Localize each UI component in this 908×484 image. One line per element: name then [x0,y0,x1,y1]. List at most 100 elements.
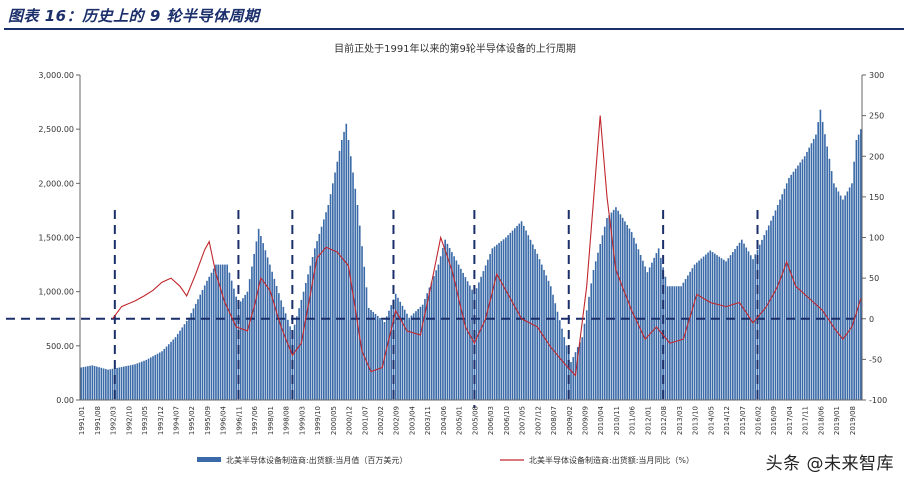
bar [511,230,514,400]
bar [484,265,487,400]
x-tick-label: 2016/02 [755,406,763,435]
bar [399,301,402,400]
bar [152,356,154,400]
bar [118,367,121,400]
bar [323,219,325,400]
bar [325,212,327,400]
bar [345,123,348,400]
bar [844,195,846,400]
bar [657,248,660,400]
bar [731,252,734,400]
bar [545,275,548,400]
bar [197,299,199,400]
bar [520,221,523,400]
bar [516,225,518,400]
legend-bar-label: 北美半导体设备制造商:出货额:当月值（百万美元） [226,455,407,465]
bar [331,183,334,400]
x-tick-label: 2019/01 [833,406,841,435]
bar [682,282,685,400]
bar [264,250,267,400]
bar [588,296,590,400]
x-tick-label: 1996/04 [220,405,228,435]
bar [421,304,424,400]
x-tick-label: 1992/03 [110,406,118,435]
bar [767,225,770,400]
bar [493,246,496,400]
bar [471,289,473,400]
bar [644,266,646,400]
watermark: 头条 @未来智库 [765,454,894,474]
x-tick-label: 1998/08 [283,406,291,435]
bar [172,339,175,400]
bar [192,308,195,400]
bar [201,290,204,400]
bar [435,270,437,400]
bar [835,187,837,400]
bar [763,235,766,400]
bar [84,366,87,400]
bar [729,255,732,400]
bar [808,147,810,400]
bar [212,268,215,400]
x-tick-label: 2007/12 [534,406,542,435]
bar [525,230,527,400]
x-tick-label: 2002/09 [393,406,401,435]
bar [788,177,790,400]
x-tick-label: 2000/05 [330,406,338,435]
bar [235,296,237,400]
bar [233,288,235,400]
bar [558,320,561,400]
bar [824,134,826,400]
bar [518,223,521,400]
bar [639,254,642,400]
bar [120,367,123,400]
bar [453,256,455,400]
bar [143,360,145,400]
bar [158,352,161,400]
bar [376,315,379,400]
bar [437,264,440,400]
bar [181,327,184,400]
bar [176,333,179,400]
x-tick-label: 1993/12 [157,406,165,435]
bar [127,365,130,400]
bar [693,264,696,400]
bar [448,247,451,400]
bar [183,324,186,400]
bar [498,242,500,400]
x-tick-label: 2008/07 [550,406,558,435]
bar [754,254,757,400]
bar [487,259,489,400]
bar [529,239,532,400]
bar [203,285,206,400]
bar [801,159,804,400]
bar [783,188,786,400]
bar [711,252,714,400]
bar [109,369,112,400]
bar [684,279,687,400]
bar [215,264,217,400]
bar [855,140,858,400]
bar [846,191,849,400]
semiconductor-cycle-chart: 目前正处于1991年以来的第9轮半导体设备的上行周期 0.00 500.00 1,0… [6,42,887,465]
x-tick-label: 2003/04 [408,405,416,435]
bar [720,258,723,400]
bar [287,319,289,400]
bar [734,248,736,400]
bar [82,367,85,400]
x-tick-label: 1999/03 [298,406,306,435]
bar [826,146,828,400]
bar [89,365,91,400]
bar [140,361,143,400]
bar [606,218,608,400]
x-tick-label: 2013/10 [692,406,700,435]
bar [442,247,444,400]
legend-bar-swatch [197,457,221,462]
bar [642,260,644,400]
bar [116,367,118,400]
bar [262,243,264,400]
bar [619,214,622,400]
right-tick-label: 250 [869,112,884,121]
bar [601,235,604,400]
bar [779,199,781,400]
